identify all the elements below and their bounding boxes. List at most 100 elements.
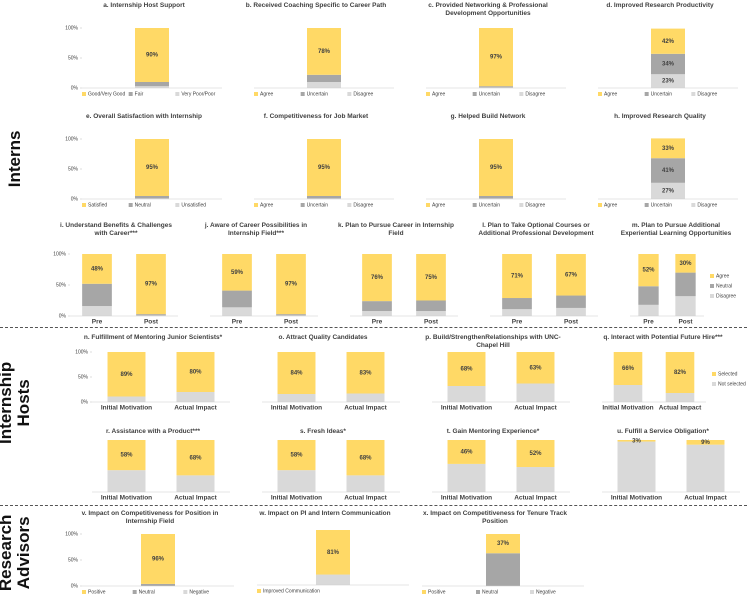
data-label: 68% bbox=[460, 367, 473, 373]
data-label: 58% bbox=[120, 453, 133, 459]
y-tick-label: 50% bbox=[78, 374, 89, 380]
legend-label: Uncertain bbox=[307, 91, 329, 97]
legend-swatch bbox=[644, 92, 649, 96]
legend-label: Uncertain bbox=[307, 202, 329, 208]
panel-title: w. Impact on PI and Intern Communication bbox=[259, 510, 391, 517]
bar-segment bbox=[638, 286, 659, 305]
panel-title: m. Plan to Pursue Additional Experientia… bbox=[620, 222, 732, 237]
y-tick-label: 0% bbox=[59, 313, 67, 319]
bar-segment bbox=[135, 28, 169, 82]
legend-swatch bbox=[519, 92, 524, 96]
bar-segment bbox=[516, 383, 555, 402]
panel-title: i. Understand Benefits & Challenges with… bbox=[60, 222, 172, 237]
bar-segment bbox=[346, 393, 385, 402]
bar-segment bbox=[362, 254, 392, 302]
data-label: 89% bbox=[120, 372, 133, 378]
bar-segment bbox=[479, 28, 513, 87]
legend-label: Good/Very Good bbox=[88, 91, 125, 97]
legend-label: Improved Communication bbox=[263, 588, 320, 594]
bar-segment bbox=[135, 139, 169, 196]
bar-segment bbox=[502, 254, 532, 299]
bar-segment bbox=[617, 441, 656, 492]
bar-segment bbox=[362, 311, 392, 316]
bar-segment bbox=[416, 254, 446, 301]
legend-label: Unsatisfied bbox=[181, 202, 206, 208]
legend-label: Disagree bbox=[697, 91, 717, 97]
x-tick-label: Initial Motivation bbox=[101, 495, 152, 502]
data-label: 34% bbox=[662, 62, 675, 68]
x-tick-label: Pre bbox=[232, 319, 243, 326]
panel-title: f. Competitiveness for Job Market bbox=[263, 113, 369, 120]
data-label: 52% bbox=[529, 451, 542, 457]
bar-segment bbox=[107, 440, 146, 471]
x-tick-label: Actual Impact bbox=[344, 495, 387, 502]
bar-segment bbox=[651, 158, 685, 183]
legend-label: Positive bbox=[428, 589, 446, 595]
panel-title: d. Improved Research Productivity bbox=[606, 2, 714, 9]
data-label: 95% bbox=[490, 165, 503, 171]
data-label: 9% bbox=[701, 440, 710, 446]
y-tick-label: 100% bbox=[65, 25, 78, 31]
bar-segment bbox=[502, 309, 532, 316]
x-tick-label: Actual Impact bbox=[344, 405, 387, 412]
legend-label: Neutral bbox=[135, 202, 151, 208]
data-label: 97% bbox=[490, 55, 503, 61]
data-label: 66% bbox=[622, 366, 635, 372]
bar-segment bbox=[82, 306, 112, 316]
legend-label: Agree bbox=[432, 202, 446, 208]
panel-title: x. Impact on Competitiveness for Tenure … bbox=[422, 510, 567, 525]
legend-swatch bbox=[472, 203, 477, 207]
legend-swatch bbox=[347, 203, 352, 207]
bar-segment bbox=[516, 352, 555, 384]
bar-segment bbox=[136, 315, 166, 316]
legend-swatch bbox=[254, 203, 258, 207]
section-label: Research Advisors bbox=[0, 514, 33, 592]
x-tick-label: Pre bbox=[512, 319, 523, 326]
data-label: 75% bbox=[425, 275, 438, 281]
data-label: 71% bbox=[511, 274, 524, 280]
legend-swatch bbox=[128, 203, 133, 207]
data-label: 33% bbox=[662, 146, 675, 152]
legend-label: Disagree bbox=[525, 91, 545, 97]
legend-swatch bbox=[530, 590, 534, 594]
legend-swatch bbox=[175, 203, 180, 207]
legend-label: Negative bbox=[536, 589, 556, 595]
panel-title: a. Internship Host Support bbox=[103, 2, 185, 9]
legend-swatch bbox=[128, 92, 133, 96]
panel-title: n. Fulfillment of Mentoring Junior Scien… bbox=[83, 334, 223, 341]
data-label: 97% bbox=[145, 282, 158, 288]
bar-segment bbox=[276, 315, 306, 316]
bar-segment bbox=[479, 139, 513, 196]
legend-swatch bbox=[710, 284, 714, 288]
bar-segment bbox=[136, 254, 166, 315]
legend-label: Very Poor/Poor bbox=[181, 91, 215, 97]
bar-segment bbox=[141, 534, 175, 584]
y-tick-label: 0% bbox=[71, 583, 79, 589]
bar-segment bbox=[135, 82, 169, 87]
data-label: 48% bbox=[91, 266, 104, 272]
data-label: 68% bbox=[359, 455, 372, 461]
legend-swatch bbox=[712, 372, 716, 376]
bar-segment bbox=[277, 394, 316, 402]
panel-title: b. Received Coaching Specific to Career … bbox=[245, 2, 387, 9]
data-label: 42% bbox=[662, 39, 675, 45]
data-label: 96% bbox=[152, 557, 165, 563]
data-label: 76% bbox=[371, 275, 384, 281]
bar-segment bbox=[307, 196, 341, 199]
bar-segment bbox=[346, 475, 385, 492]
panel-title: r. Assistance with a Product*** bbox=[105, 428, 201, 435]
legend-label: Selected bbox=[718, 371, 738, 377]
bar-segment bbox=[638, 254, 659, 287]
legend-label: Disagree bbox=[716, 293, 736, 299]
y-tick-label: 100% bbox=[65, 531, 78, 537]
bar-segment bbox=[516, 440, 555, 468]
bar-segment bbox=[447, 440, 486, 464]
bar-segment bbox=[479, 196, 513, 199]
bar-segment bbox=[556, 307, 586, 316]
panel-title: o. Attract Quality Candidates bbox=[278, 334, 368, 341]
bar-segment bbox=[107, 352, 146, 397]
legend-label: Positive bbox=[88, 589, 106, 595]
y-tick-label: 50% bbox=[68, 557, 79, 563]
